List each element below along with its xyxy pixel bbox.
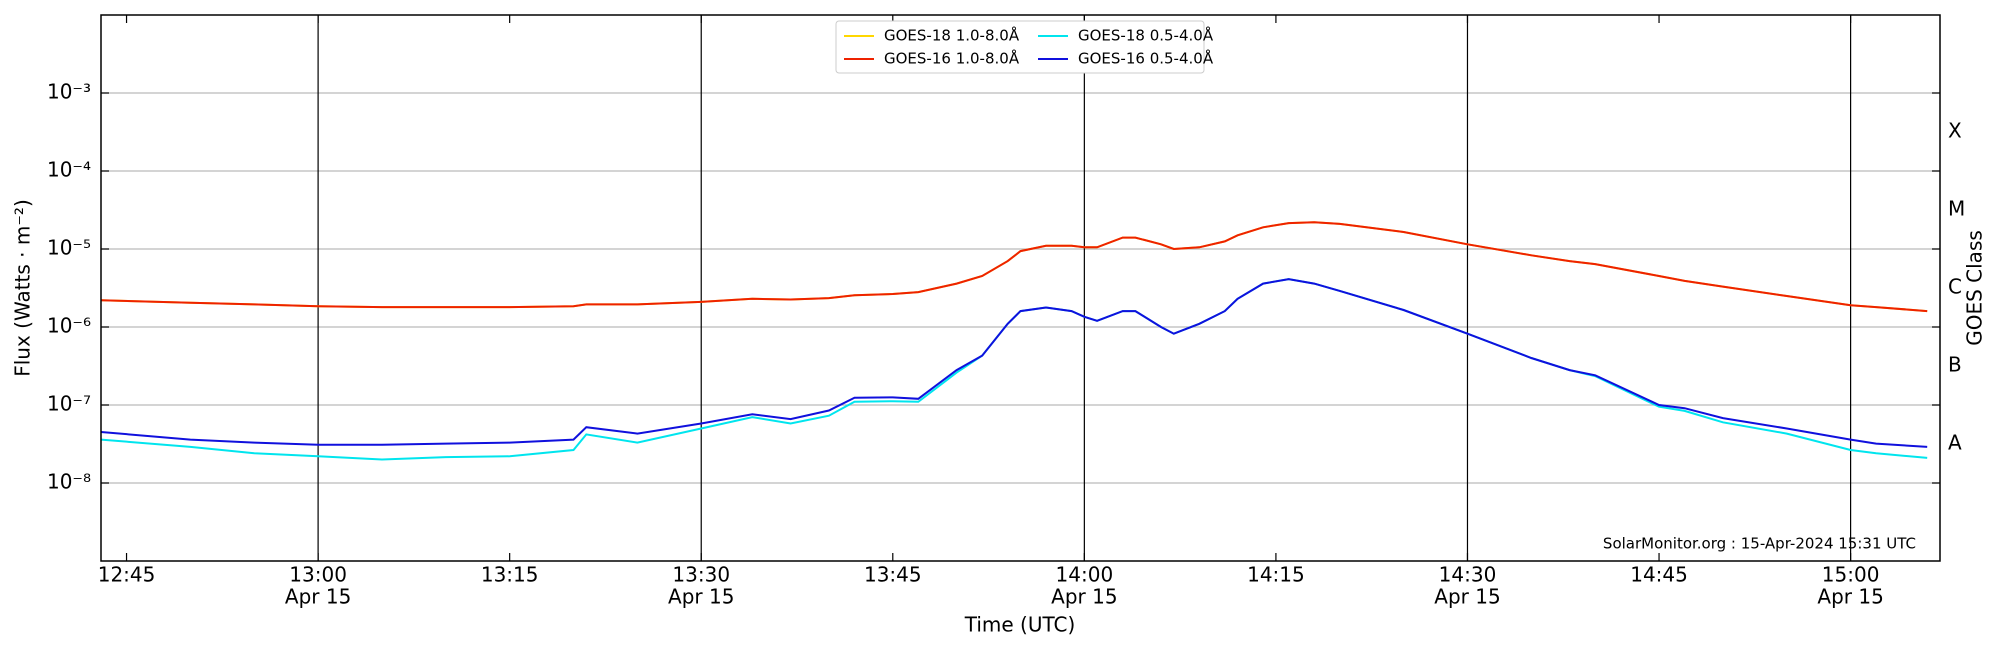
x-tick-date: Apr 15: [1817, 585, 1883, 609]
x-tick-label: 15:00: [1822, 563, 1880, 587]
x-tick-label: 14:15: [1247, 563, 1305, 587]
goes-class-label: X: [1948, 119, 1962, 143]
x-tick-date: Apr 15: [285, 585, 351, 609]
x-tick-label: 14:00: [1056, 563, 1114, 587]
legend-box: [835, 20, 1205, 74]
plot-frame: [100, 14, 1941, 562]
x-tick-date: Apr 15: [1434, 585, 1500, 609]
legend-label: GOES-16 0.5-4.0Å: [1078, 49, 1214, 68]
legend-label: GOES-18 0.5-4.0Å: [1078, 26, 1214, 45]
x-tick-label: 12:45: [98, 563, 156, 587]
goes-class-label: B: [1948, 353, 1962, 377]
annotation: SolarMonitor.org : 15-Apr-2024 15:31 UTC: [1603, 535, 1916, 553]
legend-label: GOES-16 1.0-8.0Å: [884, 49, 1020, 68]
x-tick-label: 13:15: [481, 563, 539, 587]
y-tick-label: 10⁻³: [47, 80, 91, 104]
goes-class-label: C: [1948, 275, 1962, 299]
x-tick-label: 13:00: [289, 563, 347, 587]
legend-label: GOES-18 1.0-8.0Å: [884, 26, 1020, 45]
y-tick-label: 10⁻⁷: [47, 392, 91, 416]
series-line: [100, 221, 1928, 313]
goes-class-label: A: [1948, 431, 1962, 455]
series-line: [100, 221, 1928, 313]
x-tick-date: Apr 15: [1051, 585, 1117, 609]
series-line: [100, 278, 1928, 448]
x-tick-label: 14:45: [1630, 563, 1688, 587]
goes-class-label: M: [1948, 197, 1965, 221]
y-axis-label: Flux (Watts · m⁻²): [11, 199, 35, 377]
y-tick-label: 10⁻⁶: [47, 314, 91, 338]
x-tick-date: Apr 15: [668, 585, 734, 609]
y-tick-label: 10⁻⁵: [47, 236, 91, 260]
y2-axis-label: GOES Class: [1963, 230, 1987, 346]
x-tick-label: 13:45: [864, 563, 922, 587]
x-axis-label: Time (UTC): [964, 613, 1076, 637]
y-tick-label: 10⁻⁸: [47, 470, 91, 494]
x-tick-label: 13:30: [672, 563, 730, 587]
y-tick-label: 10⁻⁴: [47, 158, 91, 182]
x-tick-label: 14:30: [1439, 563, 1497, 587]
